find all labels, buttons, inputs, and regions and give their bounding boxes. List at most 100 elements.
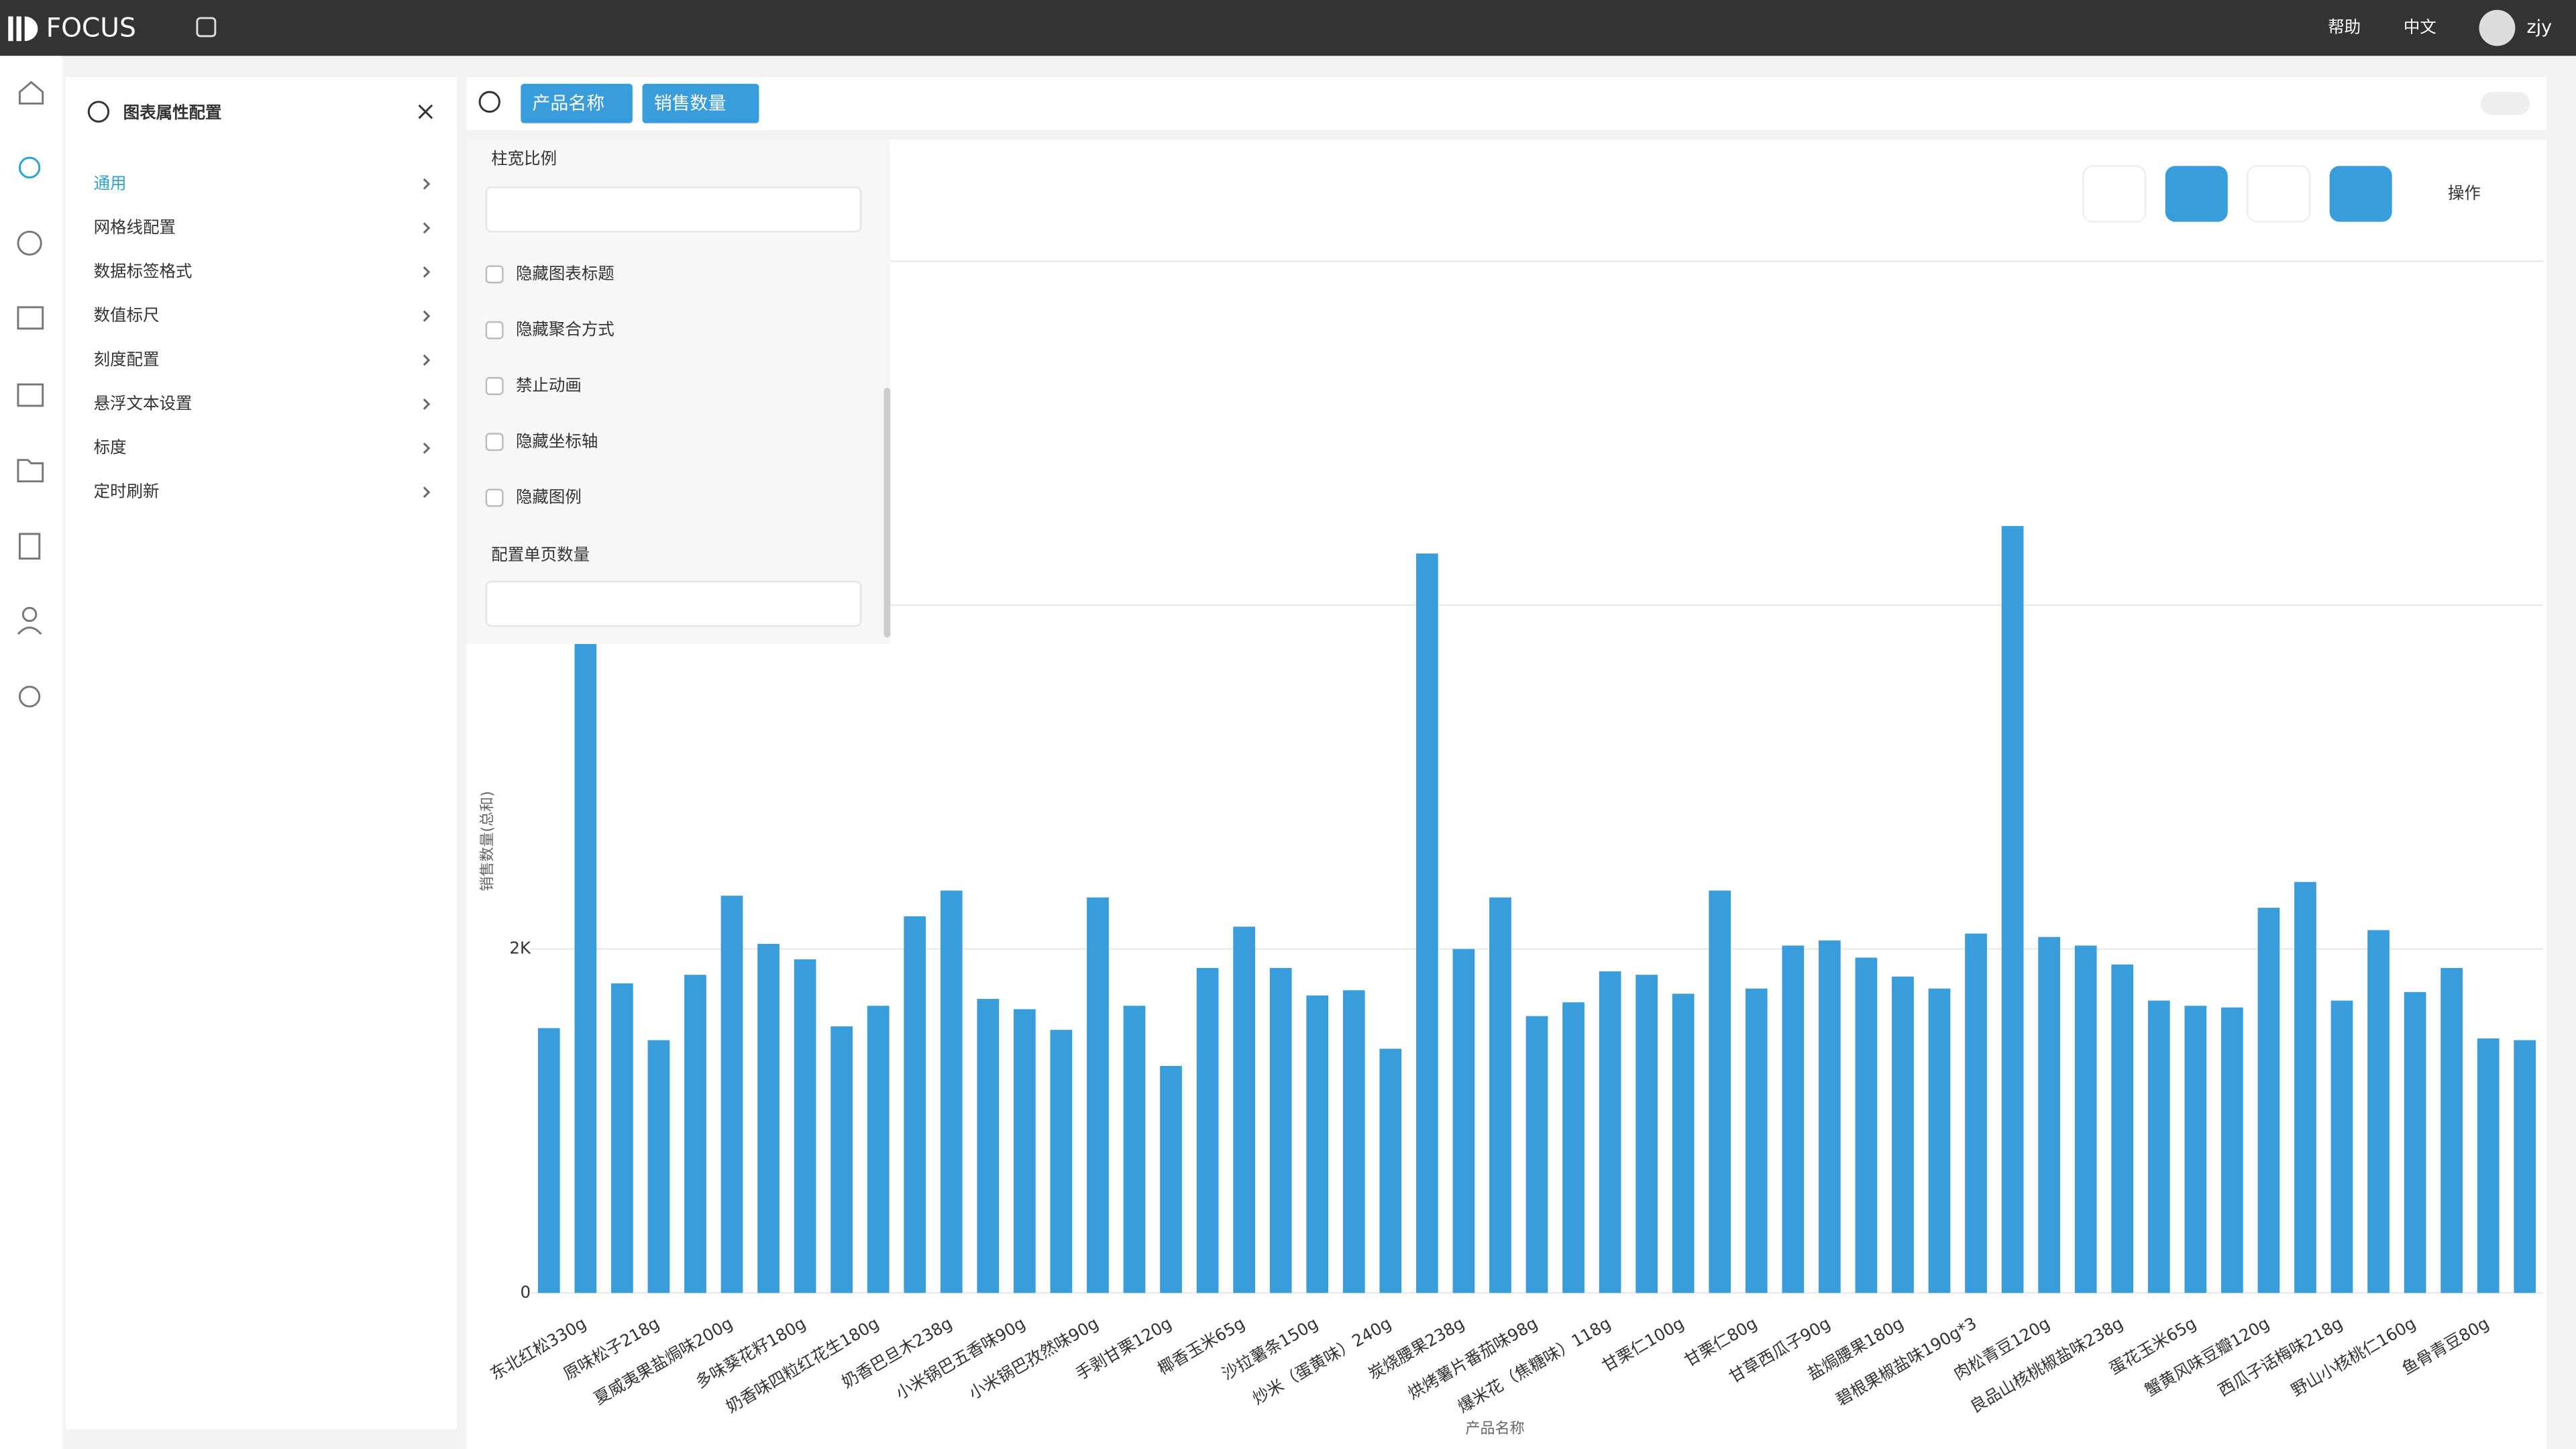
- toggle[interactable]: [2480, 92, 2530, 115]
- btn-table[interactable]: [2246, 165, 2311, 223]
- checkbox[interactable]: [485, 433, 504, 451]
- topbar: [0, 0, 2576, 56]
- bar: [1745, 988, 1768, 1293]
- chevron: [423, 486, 431, 498]
- btn-clip[interactable]: [2082, 165, 2147, 223]
- bar: [1452, 949, 1475, 1293]
- bar: [1489, 897, 1511, 1293]
- bar: [1416, 553, 1438, 1293]
- bar: [2111, 964, 2134, 1293]
- logo-icon: [8, 16, 38, 42]
- bar: [1928, 988, 1951, 1293]
- username[interactable]: zjy: [2527, 17, 2553, 38]
- checkbox[interactable]: [485, 321, 504, 339]
- bar: [1050, 1030, 1073, 1293]
- chevron: [423, 398, 431, 410]
- bar: [977, 999, 1000, 1293]
- bar: [537, 1028, 560, 1293]
- bar: [1525, 1016, 1548, 1293]
- bar: [2001, 526, 2024, 1293]
- bar: [1087, 897, 1109, 1293]
- bar: [2294, 881, 2316, 1293]
- checkbox-label: 隐藏图例: [516, 487, 582, 506]
- bar: [1635, 975, 1658, 1293]
- tag[interactable]: [521, 83, 633, 123]
- menu-item[interactable]: 通用: [94, 173, 127, 193]
- checkbox[interactable]: [485, 265, 504, 284]
- bar: [867, 1006, 890, 1293]
- menu-item[interactable]: 悬浮文本设置: [94, 393, 193, 413]
- bar: [2221, 1007, 2243, 1293]
- btn-pie[interactable]: [2329, 166, 2392, 222]
- menu-item[interactable]: 数值标尺: [94, 305, 160, 325]
- y-axis-label: 销售数量(总和): [479, 791, 496, 891]
- search-bar[interactable]: [466, 77, 2546, 130]
- menu-item[interactable]: 刻度配置: [94, 350, 160, 369]
- checkbox-label: 隐藏坐标轴: [516, 431, 598, 451]
- bar: [1014, 1009, 1036, 1293]
- bar: [720, 896, 743, 1293]
- bar-width-label: 柱宽比例: [491, 149, 557, 168]
- chevron: [423, 354, 431, 366]
- bar: [1562, 1002, 1585, 1293]
- bar: [1160, 1065, 1182, 1293]
- scrollbar[interactable]: [883, 387, 891, 638]
- chevron: [423, 266, 431, 278]
- tag-text: 销售数量: [654, 93, 727, 114]
- bar: [2477, 1038, 2500, 1293]
- menu-item[interactable]: 数据标签格式: [94, 262, 193, 281]
- bar: [574, 553, 597, 1293]
- bar: [611, 983, 633, 1293]
- bar: [1123, 1006, 1146, 1293]
- bar: [2330, 1000, 2353, 1293]
- bar: [2257, 908, 2280, 1293]
- chevron: [423, 310, 431, 322]
- bar: [1269, 967, 1292, 1293]
- menu-item[interactable]: 标度: [94, 437, 127, 457]
- bar: [1709, 890, 1731, 1293]
- checkbox-label: 隐藏聚合方式: [516, 319, 614, 339]
- bar: [1379, 1049, 1402, 1293]
- bar: [647, 1040, 670, 1293]
- input[interactable]: [485, 580, 862, 627]
- bar: [1892, 976, 1914, 1293]
- config-panel: [65, 77, 457, 1430]
- language[interactable]: 中文: [2404, 17, 2436, 37]
- bar: [940, 890, 963, 1293]
- bar: [794, 959, 816, 1293]
- btn-settings[interactable]: [2165, 166, 2228, 222]
- new-tab[interactable]: [196, 17, 217, 38]
- bar: [684, 975, 706, 1293]
- tag-text: 产品名称: [532, 93, 604, 114]
- bar: [2404, 991, 2426, 1293]
- bar: [1672, 994, 1695, 1293]
- y-tick-label: 0: [520, 1282, 531, 1301]
- action-menu[interactable]: 操作: [2448, 183, 2481, 203]
- bar: [2147, 1000, 2170, 1293]
- checkbox[interactable]: [485, 377, 504, 395]
- help[interactable]: 帮助: [2328, 17, 2361, 37]
- input[interactable]: [485, 186, 862, 233]
- panel-title: 图表属性配置: [123, 103, 222, 122]
- tag[interactable]: [642, 83, 759, 123]
- rail-icons[interactable]: [17, 80, 44, 708]
- gear-icon: [87, 101, 110, 123]
- bar: [1855, 957, 1878, 1293]
- search-icon: [478, 91, 500, 113]
- bar: [1819, 940, 1841, 1293]
- menu-item[interactable]: 定时刷新: [94, 482, 160, 501]
- checkbox[interactable]: [485, 488, 504, 507]
- checkbox-label: 禁止动画: [516, 376, 582, 395]
- menu-item[interactable]: 网格线配置: [94, 217, 176, 237]
- chevron: [423, 222, 431, 234]
- bar: [904, 916, 926, 1293]
- bar: [1965, 933, 1987, 1293]
- avatar[interactable]: [2479, 9, 2516, 46]
- bar: [1599, 971, 1621, 1293]
- bar: [830, 1026, 853, 1293]
- bar: [1306, 995, 1329, 1293]
- bar: [2038, 936, 2061, 1293]
- close[interactable]: [418, 104, 433, 119]
- bar: [2367, 930, 2390, 1293]
- logo: FOCUS: [46, 13, 136, 44]
